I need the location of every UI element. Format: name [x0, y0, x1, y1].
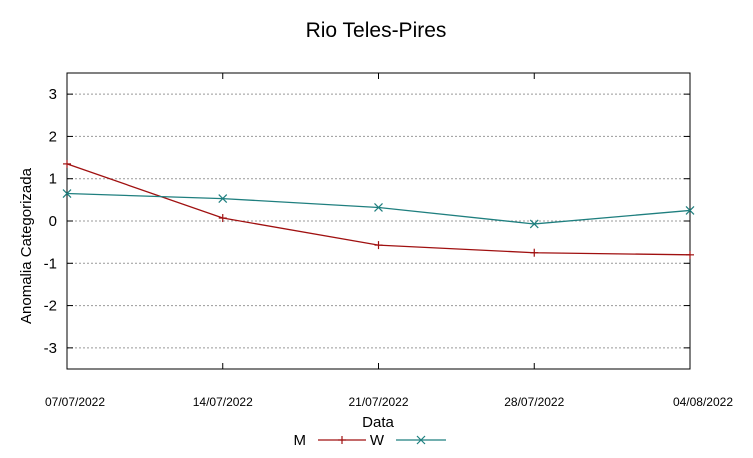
grid-lines: [67, 93, 690, 349]
data-point-m: [218, 214, 227, 223]
y-tick-label: -2: [44, 298, 57, 315]
y-tick-label: 1: [49, 171, 57, 188]
data-point-m: [63, 159, 71, 168]
data-point-m: [530, 248, 539, 257]
y-axis-ticks: -3 -2 -1 0 1 2 3: [44, 86, 690, 357]
x-axis-ticks: 07/07/2022 14/07/2022 21/07/2022 28/07/2022…: [45, 73, 733, 409]
y-tick-label: 0: [49, 213, 57, 230]
y-tick-label: 3: [49, 86, 57, 103]
x-tick-label: 21/07/2022: [348, 395, 408, 409]
data-point-w: [62, 189, 72, 198]
series-line-w: [66, 192, 691, 225]
data-point-w: [685, 206, 695, 215]
legend-marker-m: [338, 436, 346, 444]
data-point-m: [374, 241, 383, 250]
y-tick-label: 2: [49, 128, 57, 145]
series-group: [62, 159, 695, 259]
data-point-m: [686, 250, 694, 259]
data-point-w: [529, 219, 539, 229]
y-tick-label: -3: [44, 340, 57, 357]
x-tick-label: 07/07/2022: [45, 395, 105, 409]
y-axis-label: Anomalia Categorizada: [18, 167, 35, 324]
legend-label-m: M: [294, 432, 307, 449]
x-tick-label: 14/07/2022: [193, 395, 253, 409]
x-tick-label: 28/07/2022: [504, 395, 564, 409]
data-point-w: [374, 203, 383, 212]
x-axis-label: Data: [362, 414, 394, 431]
y-tick-label: -1: [44, 255, 57, 272]
x-tick-label: 04/08/2022: [673, 395, 733, 409]
chart-title: Rio Teles-Pires: [306, 19, 447, 42]
legend-marker-w: [416, 435, 426, 445]
legend-label-w: W: [370, 432, 385, 449]
data-point-w: [218, 194, 228, 204]
